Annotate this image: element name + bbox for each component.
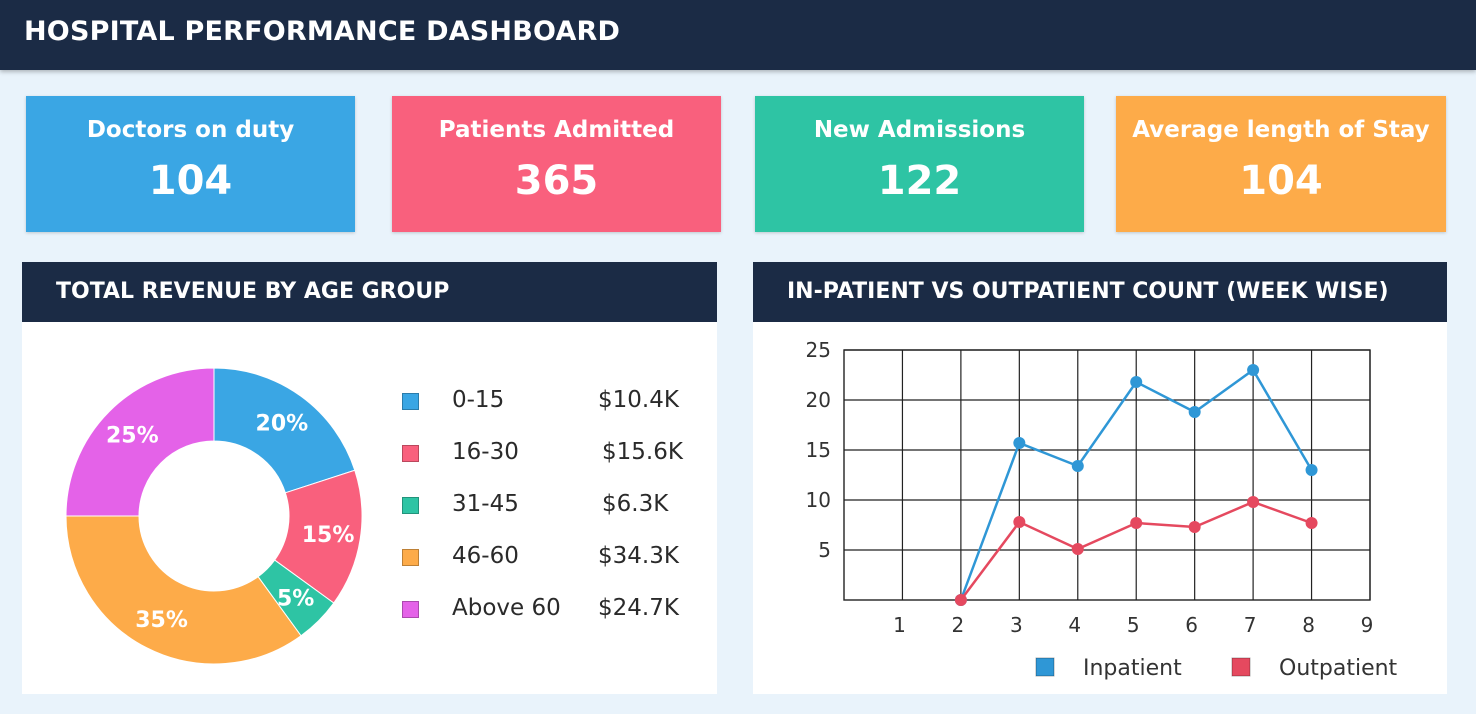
donut-slice-label: 20%	[256, 412, 309, 437]
dashboard-title: HOSPITAL PERFORMANCE DASHBOARD	[24, 16, 621, 47]
y-tick-label: 15	[806, 438, 831, 462]
data-point-inpatient	[1130, 376, 1143, 388]
donut-slice-above-60	[65, 367, 215, 517]
legend-swatch	[402, 393, 419, 410]
y-tick-label: 10	[806, 488, 831, 512]
patient-count-line-chart: 1 2 3 4 5 6 7 8 9 5 10 15 20 25 Inpatient Outpatient	[806, 338, 1398, 681]
y-tick-label: 20	[806, 388, 831, 412]
kpi-card-patients-admitted: Patients Admitted 365	[392, 96, 721, 232]
data-point-outpatient	[1247, 496, 1260, 508]
legend-group: 31-45	[452, 491, 519, 517]
donut-slice-label: 25%	[106, 423, 159, 448]
data-point-inpatient	[1013, 437, 1026, 449]
kpi-card-new-admissions: New Admissions 122	[755, 96, 1084, 232]
donut-slice-46-60	[65, 515, 302, 665]
x-tick-label: 3	[1010, 613, 1023, 637]
data-point-inpatient	[1247, 364, 1260, 376]
legend-group: 16-30	[452, 439, 519, 465]
donut-slice-label: 35%	[135, 608, 188, 633]
kpi-label: Average length of Stay	[1132, 117, 1430, 143]
legend-label-inpatient: Inpatient	[1083, 656, 1182, 681]
legend-group: 46-60	[452, 543, 519, 569]
legend-swatch	[402, 445, 419, 462]
donut-slice-label: 15%	[302, 523, 355, 548]
patient-count-panel-title: IN-PATIENT VS OUTPATIENT COUNT (WEEK WIS…	[787, 279, 1389, 304]
revenue-legend: 0-15 $10.4K 16-30 $15.6K 31-45 $6.3K 46-…	[402, 387, 702, 657]
data-point-outpatient	[1188, 521, 1201, 533]
x-tick-label: 8	[1302, 613, 1315, 637]
x-tick-label: 9	[1361, 613, 1374, 637]
legend-revenue: $34.3K	[598, 543, 679, 569]
legend-swatch	[402, 497, 419, 514]
x-tick-label: 6	[1185, 613, 1198, 637]
x-tick-label: 1	[893, 613, 906, 637]
legend-swatch-inpatient	[1035, 657, 1055, 677]
y-tick-label: 25	[806, 338, 831, 362]
patient-count-panel: IN-PATIENT VS OUTPATIENT COUNT (WEEK WIS…	[753, 262, 1447, 694]
data-point-outpatient	[954, 594, 967, 606]
legend-group: 0-15	[452, 387, 505, 413]
kpi-value: 104	[1239, 158, 1323, 204]
donut-slice-0-15	[213, 367, 356, 494]
revenue-panel: TOTAL REVENUE BY AGE GROUP 20% 15% 5% 35% 25…	[22, 262, 717, 694]
x-tick-label: 5	[1127, 613, 1140, 637]
kpi-card-average-length-of-stay: Average length of Stay 104	[1116, 96, 1446, 232]
legend-revenue: $24.7K	[598, 595, 679, 621]
donut-slice-label: 5%	[277, 587, 314, 612]
y-tick-label: 5	[818, 538, 831, 562]
kpi-label: Doctors on duty	[86, 117, 295, 143]
kpi-label: New Admissions	[813, 117, 1026, 143]
legend-swatch-outpatient	[1231, 657, 1251, 677]
legend-label-outpatient: Outpatient	[1279, 656, 1398, 681]
x-tick-label: 7	[1244, 613, 1257, 637]
x-tick-label: 4	[1068, 613, 1081, 637]
legend-revenue: $10.4K	[598, 387, 679, 413]
x-tick-label: 2	[952, 613, 965, 637]
revenue-donut-chart: 20% 15% 5% 35% 25%	[65, 367, 363, 665]
dashboard-header: HOSPITAL PERFORMANCE DASHBOARD	[0, 0, 1476, 70]
data-point-outpatient	[1071, 543, 1084, 555]
data-point-inpatient	[1305, 464, 1318, 476]
patient-count-panel-header: IN-PATIENT VS OUTPATIENT COUNT (WEEK WIS…	[753, 262, 1447, 322]
data-point-outpatient	[1130, 517, 1143, 529]
data-point-inpatient	[1071, 460, 1084, 472]
legend-swatch	[402, 549, 419, 566]
revenue-panel-header: TOTAL REVENUE BY AGE GROUP	[22, 262, 717, 322]
legend-revenue: $6.3K	[602, 491, 669, 517]
revenue-panel-title: TOTAL REVENUE BY AGE GROUP	[56, 279, 450, 304]
kpi-card-doctors-on-duty: Doctors on duty 104	[26, 96, 355, 232]
legend-revenue: $15.6K	[602, 439, 683, 465]
kpi-label: Patients Admitted	[438, 117, 675, 143]
data-point-inpatient	[1188, 406, 1201, 418]
data-point-outpatient	[1305, 517, 1318, 529]
kpi-value: 104	[148, 158, 233, 204]
kpi-value: 122	[877, 158, 962, 204]
plot-frame	[843, 349, 1371, 601]
legend-swatch	[402, 601, 419, 618]
kpi-value: 365	[514, 158, 599, 204]
data-point-outpatient	[1013, 516, 1026, 528]
legend-group: Above 60	[452, 595, 561, 621]
